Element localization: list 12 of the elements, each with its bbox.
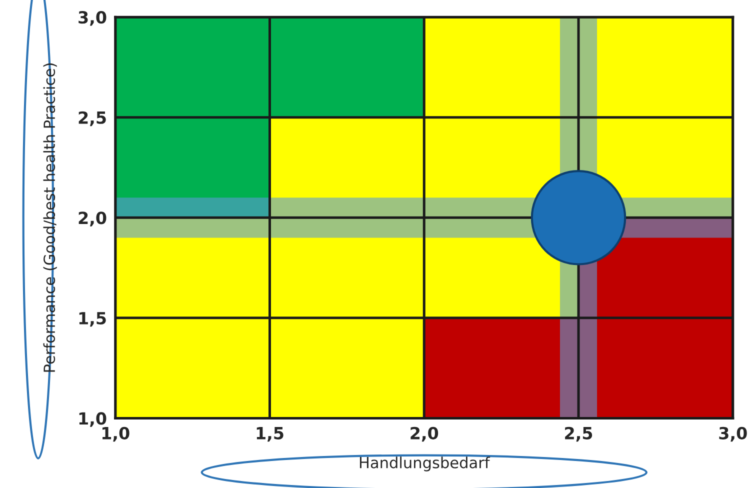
x-tick-label: 1,5 bbox=[256, 427, 284, 442]
x-tick-label: 3,0 bbox=[719, 426, 747, 442]
x-tick-label: 1,0 bbox=[102, 426, 130, 442]
y-tick-label: 3,0 bbox=[78, 11, 106, 26]
x-axis-title: Handlungsbedarf bbox=[360, 456, 490, 472]
y-tick-label: 1,5 bbox=[79, 312, 106, 327]
x-tick-label: 2,0 bbox=[410, 426, 438, 442]
x-tick-label: 2,5 bbox=[565, 426, 592, 442]
y-tick-label: 1,0 bbox=[79, 412, 106, 427]
y-axis-title: Performance (Good/best health Practice) bbox=[43, 63, 57, 372]
y-tick-label: 2,5 bbox=[78, 111, 106, 126]
y-tick-label: 2,0 bbox=[78, 212, 106, 226]
